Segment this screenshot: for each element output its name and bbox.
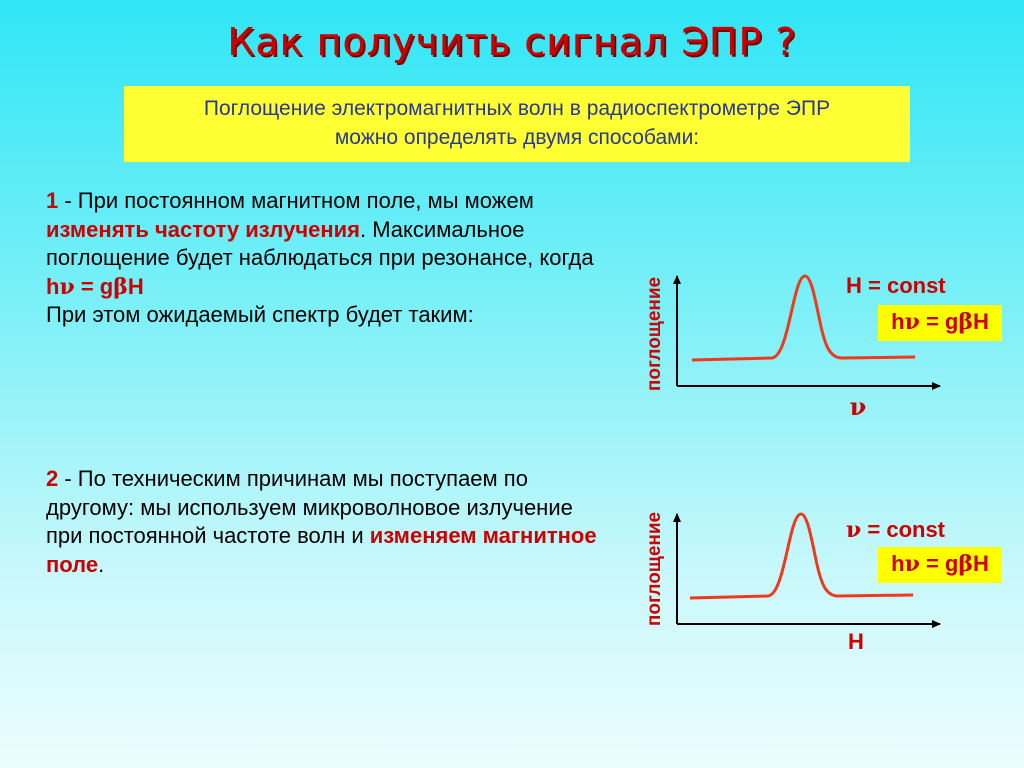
cond2-rest: = const [861,517,946,542]
res2-nu: ν [904,551,920,577]
graph-2-xlabel: H [848,629,864,654]
method-2-text-a: - По техническим причинам мы поступаем п… [46,466,573,548]
method-1-text-a: - При постоянном магнитном поле, мы може… [58,188,534,213]
graph-2-resonance-box: hν = gβH [878,547,1002,583]
intro-box: Поглощение электромагнитных волн в радио… [124,86,910,162]
graph-1-xlabel: ν [850,392,867,421]
formula-H: H [127,273,144,299]
method-1-text-c: При этом ожидаемый спектр будет таким: [46,302,474,327]
graph-2-absorption-curve [689,512,914,600]
graph-1-ylabel: поглощение [644,277,665,391]
graph-1-condition: H = const [846,273,946,298]
graph-2-ylabel: поглощение [644,512,665,626]
formula-eq: = g [74,273,114,299]
method-2-text: 2 - По техническим причинам мы поступаем… [46,465,606,579]
formula-nu: ν [59,273,75,300]
method-1-formula: hν = gβH [46,273,144,300]
res1-beta: β [958,309,973,335]
graph-1-resonance-box: hν = gβH [878,305,1002,341]
method-2-highlight: изменяем магнитное поле [46,523,597,577]
method-1-number: 1 [46,188,59,213]
method-1-text: 1 - При постоянном магнитном поле, мы мо… [46,187,606,330]
cond2-nu: ν [846,517,862,543]
method-1-highlight: изменять частоту излучения [46,216,360,242]
method-2-number: 2 [46,466,59,491]
res1-nu: ν [904,309,920,335]
res2-beta: β [958,551,973,577]
res1-H: H [972,309,989,334]
res1-h: h [891,309,905,334]
intro-line-2: можно определять двумя способами: [334,126,700,149]
page-title: Как получить сигнал ЭПР ? [227,20,797,64]
res1-eq: = g [919,309,959,334]
method-2-text-b: . [98,551,105,577]
graph-2-condition: ν = const [846,517,945,543]
res2-eq: = g [919,551,959,576]
res2-h: h [891,551,905,576]
res2-H: H [972,551,989,576]
graph-1-absorption-curve [691,274,916,362]
formula-h: h [46,273,60,299]
method-1-text-b: . Максимальное поглощение будет наблюдат… [46,216,594,271]
intro-line-1: Поглощение электромагнитных волн в радио… [203,97,831,120]
formula-beta: β [113,273,128,300]
